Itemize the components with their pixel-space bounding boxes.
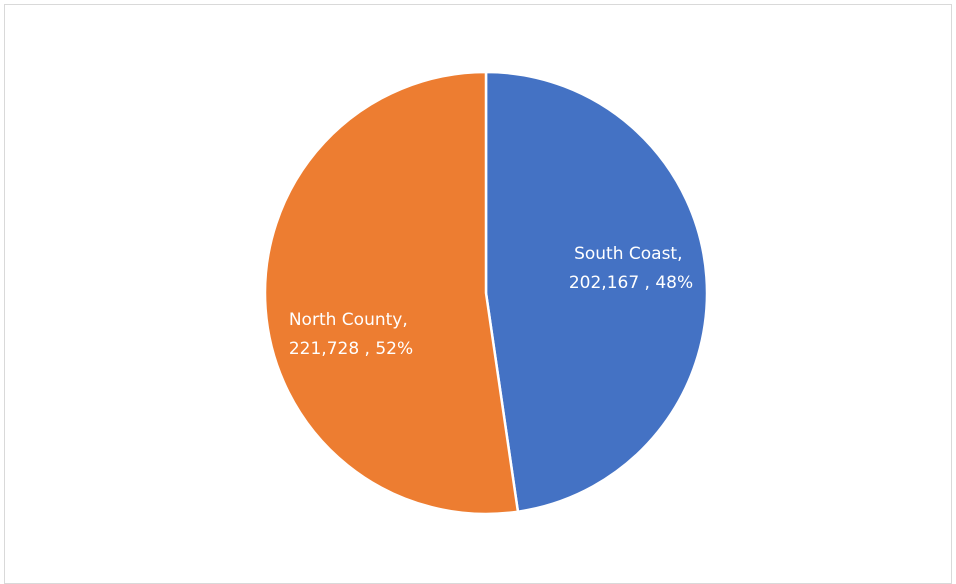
data-label-north-county-name: North County, — [289, 310, 408, 330]
data-label-north-county-value: 221,728 , 52% — [289, 339, 413, 359]
data-label-south-coast: South Coast, 202,167 , 48% — [569, 244, 693, 293]
pie-slices — [263, 70, 709, 516]
chart-area: South Coast, 202,167 , 48% North County,… — [4, 4, 952, 584]
data-label-south-coast-value: 202,167 , 48% — [569, 273, 693, 293]
data-label-north-county: North County, 221,728 , 52% — [289, 310, 413, 359]
pie-data-labels: South Coast, 202,167 , 48% North County,… — [289, 244, 693, 359]
pie-slice-south-coast — [484, 70, 709, 514]
data-label-south-coast-name: South Coast, — [574, 244, 682, 264]
pie-chart: South Coast, 202,167 , 48% North County,… — [263, 70, 709, 516]
pie-slice-north-county — [263, 70, 520, 516]
